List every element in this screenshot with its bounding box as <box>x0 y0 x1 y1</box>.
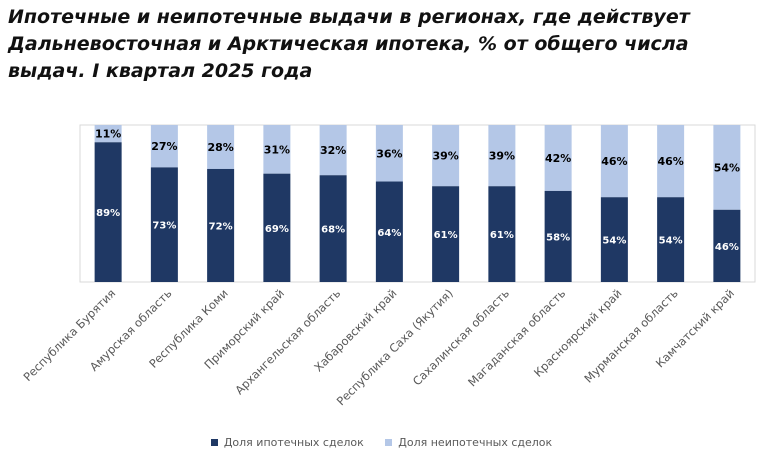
x-tick-label: Магаданская область <box>465 286 568 389</box>
bars-group <box>94 125 741 282</box>
data-label-non-mortgage: 36% <box>376 147 402 160</box>
data-labels-group: 11% 89% 27% 73% 28% 72% 31% 69% 32% 68% 36% 64% 39% 6… <box>95 128 740 253</box>
bar-non-mortgage <box>488 125 516 187</box>
bar-mortgage <box>263 173 291 282</box>
bar-non-mortgage <box>544 125 572 191</box>
chart-title-line-2: Дальневосточная и Арктическая ипотека, %… <box>8 33 689 55</box>
data-label-mortgage: 61% <box>490 230 514 241</box>
data-label-mortgage: 54% <box>659 236 683 247</box>
data-label-non-mortgage: 42% <box>545 152 571 165</box>
bar-mortgage <box>432 186 460 282</box>
data-label-mortgage: 69% <box>265 224 289 235</box>
data-label-non-mortgage: 11% <box>95 128 121 141</box>
data-label-non-mortgage: 39% <box>489 150 515 163</box>
data-label-mortgage: 72% <box>209 221 233 232</box>
bar-mortgage <box>94 142 122 282</box>
x-tick-label: Республика Бурятия <box>20 286 118 384</box>
x-tick-label: Сахалинская область <box>410 286 512 388</box>
legend-label-non-mortgage: Доля неипотечных сделок <box>398 436 553 449</box>
chart-title-line-1: Ипотечные и неипотечные выдачи в региона… <box>8 6 690 28</box>
data-label-mortgage: 58% <box>546 232 570 243</box>
bar-non-mortgage <box>150 125 178 168</box>
bar-non-mortgage <box>713 125 741 210</box>
bar-mortgage <box>544 190 572 282</box>
bar-mortgage <box>319 175 347 282</box>
data-label-non-mortgage: 31% <box>264 143 290 156</box>
bar-mortgage <box>207 168 235 282</box>
data-label-mortgage: 61% <box>434 230 458 241</box>
data-label-non-mortgage: 46% <box>657 155 683 168</box>
data-label-mortgage: 64% <box>377 228 401 239</box>
legend-swatch-mortgage <box>210 439 218 446</box>
data-label-mortgage: 73% <box>152 221 176 232</box>
data-label-non-mortgage: 28% <box>207 141 233 154</box>
legend-item-non-mortgage: Доля неипотечных сделок <box>385 436 552 449</box>
legend-swatch-non-mortgage <box>385 439 393 446</box>
bar-mortgage <box>150 167 178 282</box>
data-label-mortgage: 46% <box>715 242 739 253</box>
bar-mortgage <box>713 209 741 282</box>
chart-title-line-3: выдач. I квартал 2025 года <box>8 60 313 82</box>
data-label-non-mortgage: 27% <box>151 140 177 153</box>
bar-non-mortgage <box>94 125 122 143</box>
data-label-non-mortgage: 46% <box>601 155 627 168</box>
stacked-bar-chart: 11% 89% 27% 73% 28% 72% 31% 69% 32% 68% 36% 64% 39% 6… <box>20 124 756 408</box>
data-label-non-mortgage: 39% <box>432 150 458 163</box>
legend: Доля ипотечных сделок Доля неипотечных с… <box>0 436 763 449</box>
data-label-non-mortgage: 32% <box>320 144 346 157</box>
data-label-mortgage: 54% <box>602 236 626 247</box>
bar-non-mortgage <box>375 125 403 182</box>
bar-non-mortgage <box>657 125 685 198</box>
bar-non-mortgage <box>432 125 460 187</box>
data-label-mortgage: 89% <box>96 208 120 219</box>
bar-non-mortgage <box>263 125 291 174</box>
bar-non-mortgage <box>319 125 347 176</box>
x-tick-label: Мурманская область <box>581 286 680 385</box>
data-label-mortgage: 68% <box>321 225 345 236</box>
plot-area-border <box>79 124 756 283</box>
bar-non-mortgage <box>207 125 235 169</box>
bar-mortgage <box>600 197 628 282</box>
bar-mortgage <box>657 197 685 282</box>
legend-label-mortgage: Доля ипотечных сделок <box>223 436 364 449</box>
bar-mortgage <box>375 181 403 282</box>
data-label-non-mortgage: 54% <box>714 161 740 174</box>
x-tick-label: Архангельская область <box>232 286 343 397</box>
bar-non-mortgage <box>600 125 628 198</box>
legend-item-mortgage: Доля ипотечных сделок <box>210 436 364 449</box>
bar-mortgage <box>488 186 516 282</box>
x-tick-label: Республика Саха (Якутия) <box>334 286 456 408</box>
chart-title: Ипотечные и неипотечные выдачи в региона… <box>8 4 758 85</box>
